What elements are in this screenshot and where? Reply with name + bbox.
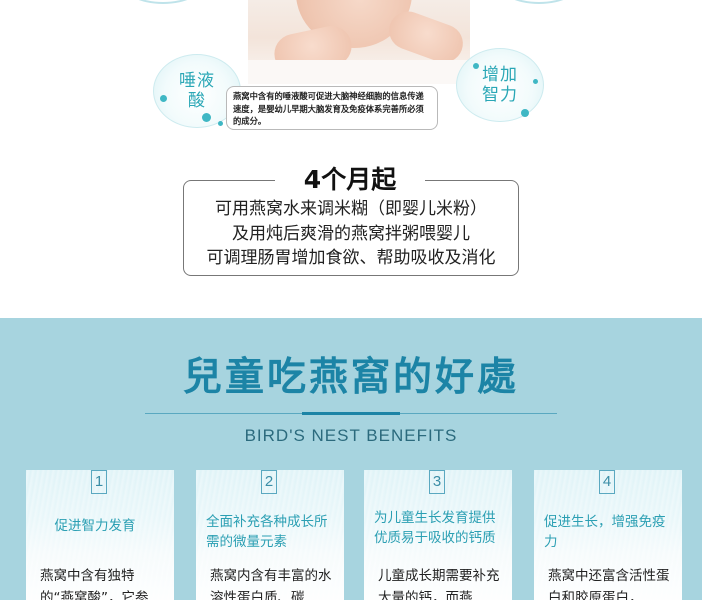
saliva-info-box: 燕窝中含有的唾液酸可促进大脑神经细胞的信息传递速度，是婴幼儿早期大脑发育及免疫体…: [226, 86, 438, 130]
card-title: 促进生长，增强免疫力: [544, 514, 666, 550]
dot-icon: [521, 109, 529, 117]
benefit-card: 4 促进生长，增强免疫力 燕窝中还富含活性蛋白和胶原蛋白，: [534, 470, 682, 600]
card-number: 2: [261, 470, 277, 494]
card-title: 促进智力发育: [54, 518, 136, 534]
card-number: 3: [429, 470, 445, 494]
card-body: 燕窝内含有丰富的水溶性蛋白质、碳: [210, 568, 332, 600]
baby-arm: [383, 6, 469, 68]
bubble-label: 唾液 酸: [179, 71, 215, 111]
benefits-subtitle: BIRD'S NEST BENEFITS: [244, 426, 458, 445]
benefit-card: 1 促进智力发育 燕窝中含有独特的“燕窝酸”，它参: [26, 470, 174, 600]
infant-section: 唾液 酸 增加 智力 燕窝中含有的唾液酸可促进大脑神经细胞的信息传递速度，是婴幼…: [120, 0, 582, 276]
age-line: 可用燕窝水来调米糊（即婴儿米粉）: [215, 199, 487, 219]
dot-icon: [473, 63, 479, 69]
dot-icon: [218, 121, 223, 126]
divider-accent: [302, 412, 400, 415]
card-title: 全面补充各种成长所需的微量元素: [206, 514, 328, 550]
benefits-section: 兒童吃燕窩的好處 BIRD'S NEST BENEFITS 1 促进智力发育 燕…: [0, 318, 702, 600]
intelligence-bubble: 增加 智力: [456, 48, 544, 122]
dot-icon: [160, 95, 167, 102]
baby-photo: [248, 0, 470, 84]
card-number: 1: [91, 470, 107, 494]
card-number: 4: [599, 470, 615, 494]
decorative-arc: [120, 0, 206, 4]
dot-icon: [533, 79, 538, 84]
bed-sheet: [248, 60, 470, 84]
benefit-card: 3 为儿童生长发育提供优质易于吸收的钙质 儿童成长期需要补充大量的钙，而燕: [364, 470, 512, 600]
age-line: 可调理肠胃增加食欲、帮助吸收及消化: [206, 248, 496, 268]
age-line: 及用炖后爽滑的燕窝拌粥喂婴儿: [232, 224, 470, 244]
decorative-arc: [496, 0, 582, 4]
dot-icon: [202, 113, 211, 122]
info-text: 燕窝中含有的唾液酸可促进大脑神经细胞的信息传递速度，是婴幼儿早期大脑发育及免疫体…: [233, 91, 424, 126]
card-body: 儿童成长期需要补充大量的钙，而燕: [378, 568, 500, 600]
card-title: 为儿童生长发育提供优质易于吸收的钙质: [374, 510, 496, 546]
benefit-card: 2 全面补充各种成长所需的微量元素 燕窝内含有丰富的水溶性蛋白质、碳: [196, 470, 344, 600]
age-title: 4个月起: [275, 163, 425, 197]
benefits-title: 兒童吃燕窩的好處: [182, 354, 519, 400]
bubble-label: 增加 智力: [482, 65, 518, 105]
card-body: 燕窝中还富含活性蛋白和胶原蛋白，: [548, 568, 670, 600]
card-body: 燕窝中含有独特的“燕窝酸”，它参: [40, 568, 149, 600]
